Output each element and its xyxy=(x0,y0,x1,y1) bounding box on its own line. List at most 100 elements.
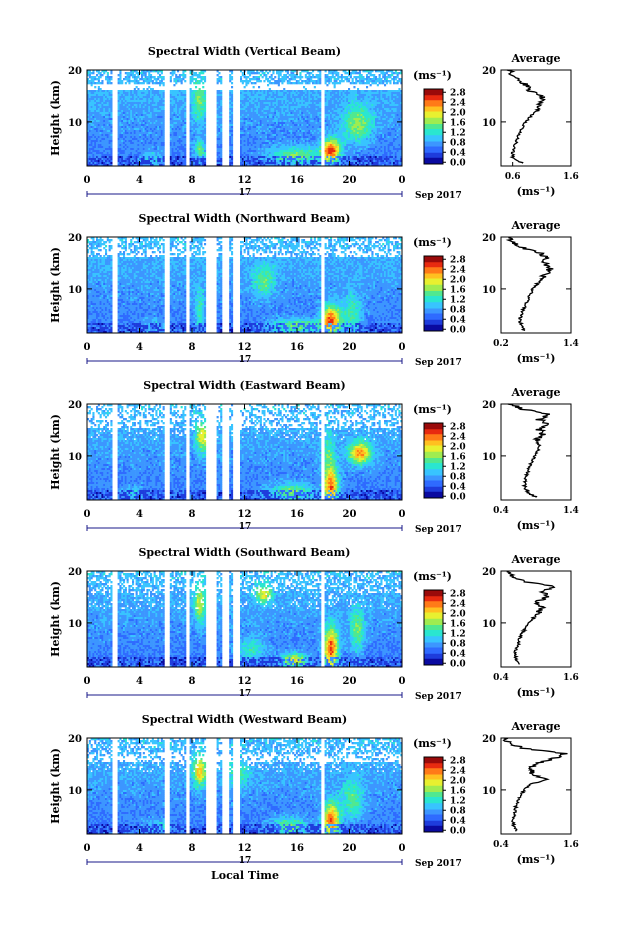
x-tick-label: 16 xyxy=(290,676,304,687)
y-tick-label: 10 xyxy=(68,285,82,296)
y-tick-label: 20 xyxy=(68,233,82,244)
average-line xyxy=(507,70,545,163)
x-tick-label: 4 xyxy=(136,342,143,353)
colorbar-tick-label: 2.0 xyxy=(450,275,466,285)
y-axis-title: Height (km) xyxy=(49,247,62,323)
y-tick-label: 10 xyxy=(68,118,82,129)
x-tick-label: 12 xyxy=(238,342,252,353)
y-tick-label: 20 xyxy=(68,567,82,578)
colorbar-tick-label: 1.6 xyxy=(450,118,466,128)
y-tick-label: 10 xyxy=(68,619,82,630)
average-y-tick-label: 20 xyxy=(482,734,496,745)
average-title: Average xyxy=(510,219,560,232)
average-title: Average xyxy=(510,720,560,733)
average-frame xyxy=(501,571,571,667)
colorbar-tick-label: 1.6 xyxy=(450,452,466,462)
colorbar-unit: (ms⁻¹) xyxy=(413,69,452,82)
month-label: Sep 2017 xyxy=(415,525,462,535)
colorbar-tick-label: 2.4 xyxy=(450,599,466,609)
figure: Local Time Spectral Width (Vertical Beam… xyxy=(0,0,623,929)
x-tick-label: 0 xyxy=(399,509,406,520)
colorbar-tick-label: 2.0 xyxy=(450,609,466,619)
average-unit: (ms⁻¹) xyxy=(517,185,556,198)
x-tick-label: 16 xyxy=(290,342,304,353)
heatmap-cells xyxy=(87,571,402,667)
colorbar-tick-label: 0.4 xyxy=(450,649,466,659)
colorbar-unit: (ms⁻¹) xyxy=(413,403,452,416)
x-tick-label: 16 xyxy=(290,509,304,520)
colorbar-tick-label: 0.0 xyxy=(450,492,466,502)
x-tick-label: 8 xyxy=(189,175,196,186)
average-y-tick-label: 10 xyxy=(482,118,496,129)
heatmap-cells xyxy=(87,237,402,333)
x-tick-label: 0 xyxy=(399,342,406,353)
x-tick-label: 0 xyxy=(84,509,91,520)
colorbar-tick-label: 0.8 xyxy=(450,305,466,315)
colorbar-tick-label: 2.8 xyxy=(450,756,466,766)
colorbar-tick-label: 2.8 xyxy=(450,589,466,599)
average-x-tick-label: 1.4 xyxy=(563,506,579,516)
colorbar-tick-label: 1.2 xyxy=(450,128,466,138)
y-tick-label: 20 xyxy=(68,66,82,77)
x-tick-label: 8 xyxy=(189,676,196,687)
x-tick-label: 16 xyxy=(290,843,304,854)
average-y-tick-label: 20 xyxy=(482,66,496,77)
y-tick-label: 20 xyxy=(68,734,82,745)
colorbar-tick-label: 1.2 xyxy=(450,796,466,806)
colorbar-unit: (ms⁻¹) xyxy=(413,236,452,249)
average-y-tick-label: 10 xyxy=(482,285,496,296)
average-frame xyxy=(501,70,571,166)
average-x-tick-label: 1.6 xyxy=(563,172,579,182)
colorbar-tick-label: 0.8 xyxy=(450,138,466,148)
y-axis-title: Height (km) xyxy=(49,414,62,490)
average-x-tick-label: 0.4 xyxy=(493,506,509,516)
heatmap-cells xyxy=(87,404,402,500)
x-tick-label: 12 xyxy=(238,843,252,854)
x-tick-label: 8 xyxy=(189,843,196,854)
panel-2: Spectral Width (Northward Beam)2010Heigh… xyxy=(49,212,579,368)
colorbar-tick-label: 2.0 xyxy=(450,108,466,118)
x-tick-label: 0 xyxy=(399,843,406,854)
average-x-tick-label: 1.4 xyxy=(563,339,579,349)
x-tick-label: 4 xyxy=(136,509,143,520)
x-tick-label: 0 xyxy=(84,676,91,687)
average-y-tick-label: 20 xyxy=(482,400,496,411)
panel-title: Spectral Width (Vertical Beam) xyxy=(148,45,341,58)
x-tick-label: 20 xyxy=(343,676,357,687)
x-tick-label: 12 xyxy=(238,509,252,520)
colorbar-tick-label: 2.8 xyxy=(450,255,466,265)
average-y-tick-label: 10 xyxy=(482,452,496,463)
x-tick-label: 20 xyxy=(343,509,357,520)
colorbar-tick-label: 1.6 xyxy=(450,619,466,629)
y-tick-label: 20 xyxy=(68,400,82,411)
average-y-tick-label: 10 xyxy=(482,619,496,630)
x-tick-label: 4 xyxy=(136,676,143,687)
panel-title: Spectral Width (Eastward Beam) xyxy=(143,379,345,392)
average-x-tick-label: 0.4 xyxy=(493,840,509,850)
day-label: 17 xyxy=(239,856,252,866)
heatmap-cells xyxy=(87,738,402,834)
panel-title: Spectral Width (Westward Beam) xyxy=(142,713,347,726)
day-label: 17 xyxy=(239,689,252,699)
colorbar-tick-label: 2.4 xyxy=(450,265,466,275)
average-frame xyxy=(501,738,571,834)
x-tick-label: 8 xyxy=(189,342,196,353)
colorbar-tick-label: 1.2 xyxy=(450,629,466,639)
average-x-tick-label: 0.2 xyxy=(493,339,509,349)
average-unit: (ms⁻¹) xyxy=(517,519,556,532)
x-tick-label: 0 xyxy=(399,175,406,186)
colorbar-unit: (ms⁻¹) xyxy=(413,570,452,583)
colorbar-tick-label: 2.8 xyxy=(450,422,466,432)
x-tick-label: 12 xyxy=(238,175,252,186)
average-y-tick-label: 10 xyxy=(482,786,496,797)
panel-3: Spectral Width (Eastward Beam) 20 10 Height… xyxy=(49,379,579,535)
average-line xyxy=(508,404,550,497)
colorbar-tick-label: 2.0 xyxy=(450,442,466,452)
x-tick-label: 20 xyxy=(343,843,357,854)
x-axis-title: Local Time xyxy=(211,869,279,882)
x-tick-label: 12 xyxy=(238,676,252,687)
month-label: Sep 2017 xyxy=(415,358,462,368)
x-tick-label: 20 xyxy=(343,342,357,353)
average-y-tick-label: 20 xyxy=(482,567,496,578)
average-title: Average xyxy=(510,553,560,566)
